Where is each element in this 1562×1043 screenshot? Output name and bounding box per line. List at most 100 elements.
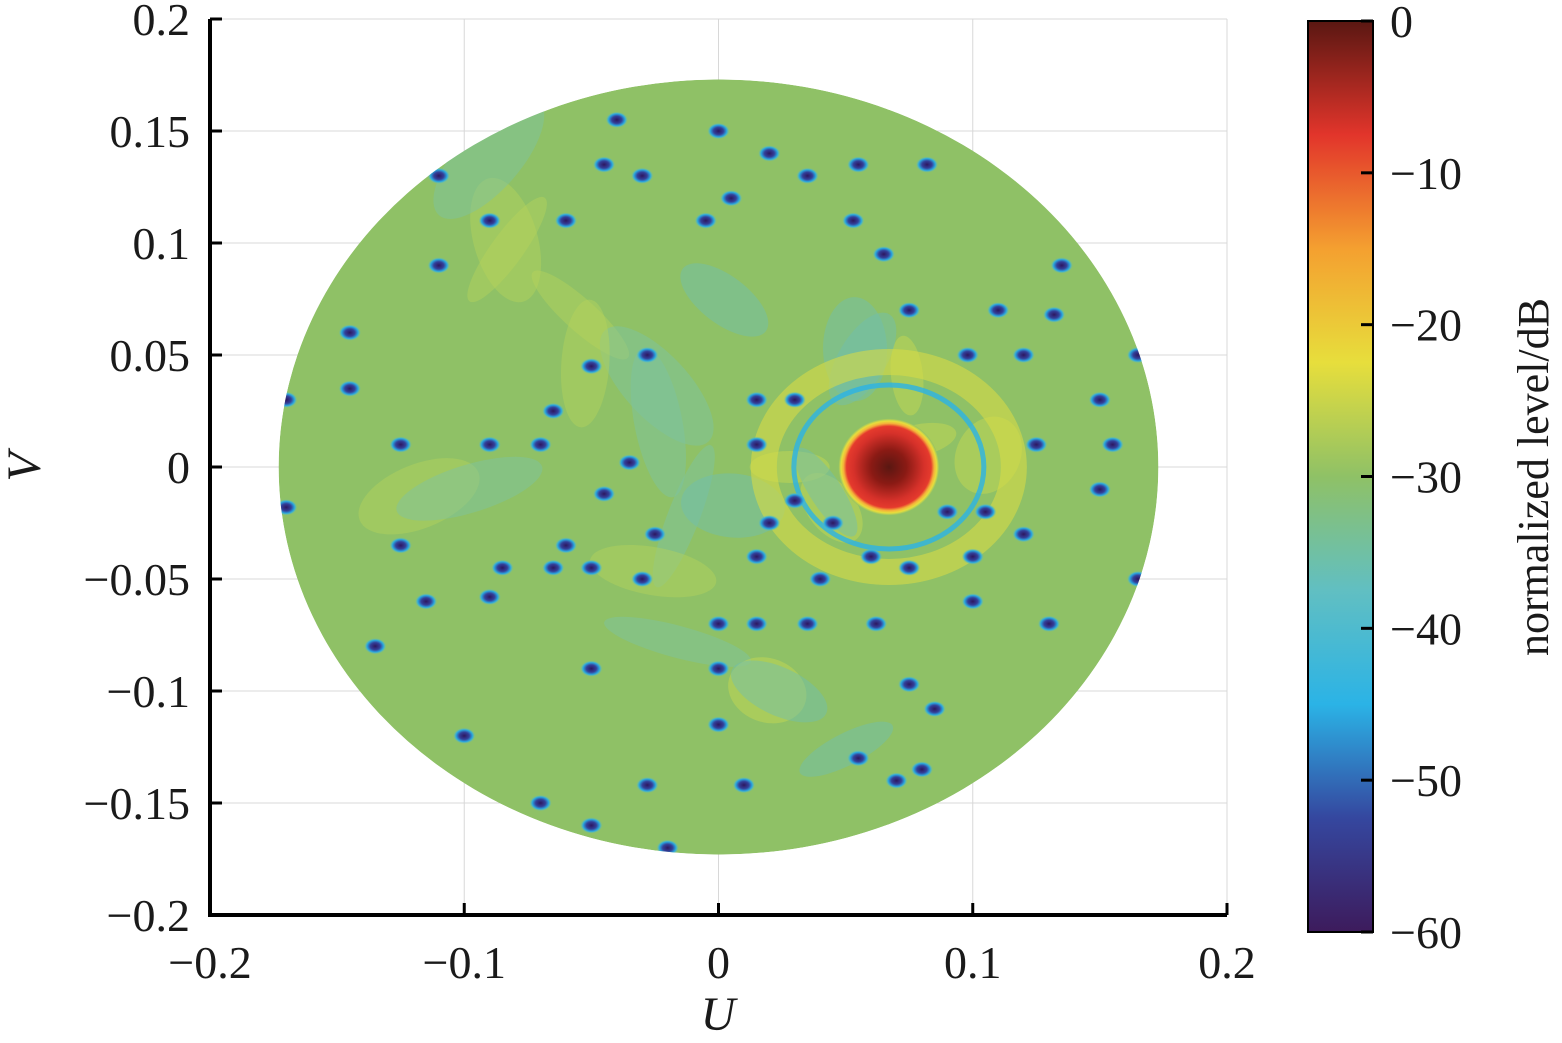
null-point xyxy=(338,380,361,397)
y-tick-label: 0.1 xyxy=(133,218,191,269)
null-point xyxy=(707,716,730,733)
null-point xyxy=(529,436,552,453)
null-point xyxy=(542,559,565,576)
null-point xyxy=(847,156,870,173)
x-tick-label: 0.2 xyxy=(1198,937,1256,988)
null-point xyxy=(542,403,565,419)
colorbar-tick-label: −10 xyxy=(1390,148,1462,199)
y-tick-label: 0.05 xyxy=(110,330,191,381)
null-point xyxy=(427,167,450,184)
null-point xyxy=(707,615,730,632)
null-point xyxy=(478,212,501,229)
sidelobe-band xyxy=(680,263,769,337)
null-point xyxy=(453,727,476,744)
null-point xyxy=(478,436,501,453)
null-point xyxy=(631,167,654,184)
null-point xyxy=(745,391,768,408)
null-point xyxy=(796,167,819,184)
beam-sidelobe-ring xyxy=(750,349,1027,585)
null-point xyxy=(389,537,412,554)
disc-background xyxy=(278,79,1159,855)
null-point xyxy=(821,515,844,531)
null-point xyxy=(915,156,938,173)
null-point xyxy=(580,660,603,677)
x-axis-label: U xyxy=(701,988,739,1041)
null-point xyxy=(478,588,501,605)
null-point xyxy=(338,324,361,341)
sidelobe-band xyxy=(728,657,807,724)
null-point xyxy=(643,526,666,543)
null-point xyxy=(961,593,984,610)
null-point xyxy=(910,761,933,778)
null-point xyxy=(872,246,895,263)
y-tick-label: −0.2 xyxy=(107,890,190,941)
null-point xyxy=(491,559,514,576)
null-point xyxy=(580,817,603,834)
null-point xyxy=(707,660,730,677)
null-point xyxy=(745,548,768,565)
beam-null-ring xyxy=(791,382,987,552)
sidelobe-band xyxy=(467,196,547,303)
y-tick-label: −0.15 xyxy=(84,778,190,829)
null-point xyxy=(415,593,438,610)
null-point xyxy=(1101,436,1124,453)
x-tick-label: −0.1 xyxy=(423,937,506,988)
null-point xyxy=(758,145,781,162)
colorbar: 0 −10 −20 −30 −40 −50 −60 xyxy=(1307,0,1462,958)
null-point xyxy=(1012,526,1035,543)
null-point xyxy=(898,676,921,693)
null-point xyxy=(1038,615,1061,632)
null-point xyxy=(860,548,883,565)
null-point xyxy=(278,499,298,516)
null-point xyxy=(364,638,387,655)
null-point xyxy=(605,111,628,128)
null-point xyxy=(842,212,865,229)
sidelobe-band xyxy=(794,447,858,537)
sidelobe-band xyxy=(630,347,686,498)
null-point xyxy=(809,571,832,587)
colorbar-tick-label: −60 xyxy=(1390,907,1462,958)
null-point xyxy=(580,559,603,576)
sidelobe-band xyxy=(589,544,717,598)
x-tick-label: −0.2 xyxy=(168,937,251,988)
sidelobe-band xyxy=(604,616,752,667)
null-point xyxy=(745,436,768,453)
null-point xyxy=(656,839,679,855)
null-point xyxy=(987,302,1010,319)
null-point xyxy=(732,777,755,794)
null-point xyxy=(580,358,603,375)
y-tick-label: 0.2 xyxy=(133,0,191,45)
colorbar-label: normalized level/dB xyxy=(1509,298,1558,656)
null-point xyxy=(593,485,616,502)
sidelobe-band xyxy=(396,456,543,521)
sidelobe-band xyxy=(358,458,480,535)
x-axis-ticks: −0.2 −0.1 0 0.1 0.2 xyxy=(168,903,1256,988)
null-point xyxy=(529,795,552,811)
y-tick-label: 0.15 xyxy=(110,106,191,157)
main-beam xyxy=(838,418,940,516)
sidelobe-band xyxy=(599,326,714,446)
x-tick-label: 0.1 xyxy=(944,937,1002,988)
y-tick-label: 0 xyxy=(167,442,190,493)
sidelobe-band xyxy=(433,96,545,219)
null-point xyxy=(389,436,412,453)
sidelobe-band xyxy=(730,660,828,723)
null-point xyxy=(847,750,870,767)
null-point xyxy=(636,777,659,794)
null-point xyxy=(898,559,921,576)
colorbar-tick-label: −20 xyxy=(1390,300,1462,351)
null-point xyxy=(631,571,654,587)
colorbar-tick-label: −50 xyxy=(1390,755,1462,806)
null-point xyxy=(796,615,819,632)
null-point xyxy=(636,347,659,363)
x-tick-label: 0 xyxy=(707,937,730,988)
null-point xyxy=(554,537,577,554)
null-point xyxy=(783,492,806,509)
null-point xyxy=(707,123,730,139)
colorbar-tick-label: −30 xyxy=(1390,452,1462,503)
null-point xyxy=(1025,436,1048,453)
null-point xyxy=(427,257,450,274)
heatmap-disc xyxy=(278,79,1159,855)
null-point xyxy=(783,391,806,408)
null-point xyxy=(593,156,616,173)
